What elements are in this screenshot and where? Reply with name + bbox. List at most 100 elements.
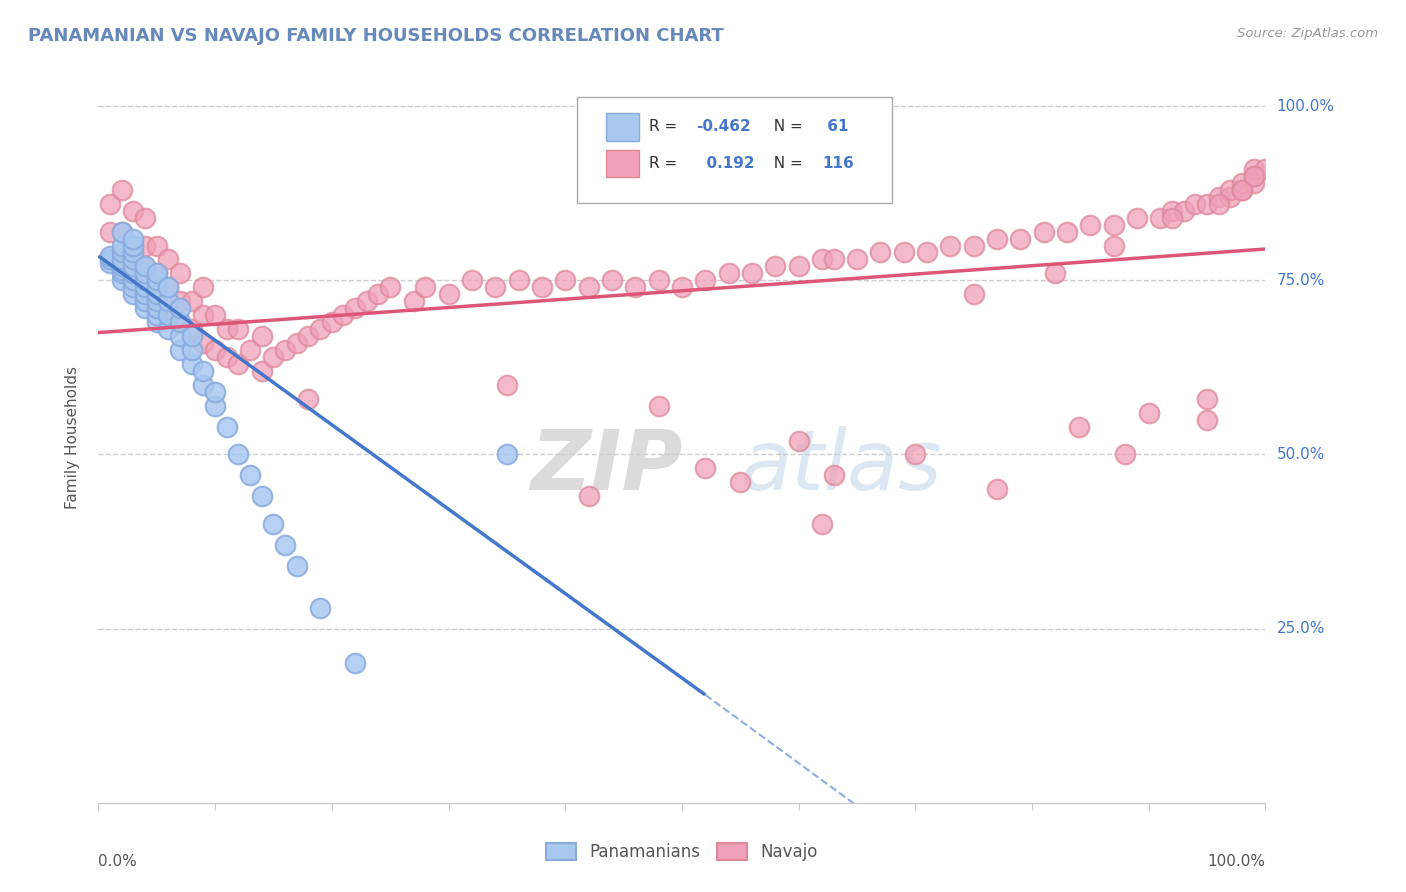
Point bbox=[134, 280, 156, 294]
Point bbox=[367, 287, 389, 301]
Point bbox=[98, 196, 121, 211]
Point bbox=[332, 308, 354, 322]
Point bbox=[846, 252, 869, 267]
Point bbox=[986, 483, 1008, 497]
Point bbox=[1230, 183, 1253, 197]
Text: 0.192: 0.192 bbox=[696, 156, 755, 171]
Point bbox=[939, 238, 962, 252]
Point bbox=[146, 266, 169, 280]
Point bbox=[578, 489, 600, 503]
Point bbox=[157, 294, 180, 309]
Point bbox=[193, 377, 215, 392]
Text: N =: N = bbox=[763, 156, 807, 171]
Point bbox=[717, 266, 740, 280]
Point bbox=[122, 273, 145, 287]
Point bbox=[146, 315, 169, 329]
Point bbox=[250, 364, 273, 378]
Point bbox=[402, 294, 425, 309]
Text: Source: ZipAtlas.com: Source: ZipAtlas.com bbox=[1237, 27, 1378, 40]
Text: 116: 116 bbox=[823, 156, 853, 171]
Point bbox=[111, 273, 134, 287]
Point bbox=[1161, 211, 1184, 225]
Point bbox=[111, 263, 134, 277]
FancyBboxPatch shape bbox=[576, 97, 891, 203]
Point bbox=[134, 260, 156, 274]
Point bbox=[146, 280, 169, 294]
Text: 61: 61 bbox=[823, 120, 848, 135]
Point bbox=[437, 287, 460, 301]
Point bbox=[215, 350, 238, 364]
Point bbox=[193, 336, 215, 351]
Point bbox=[169, 315, 191, 329]
Point bbox=[297, 329, 319, 343]
Point bbox=[180, 343, 202, 357]
Point bbox=[98, 252, 121, 267]
Point bbox=[169, 301, 191, 316]
Point bbox=[1102, 218, 1125, 232]
Point bbox=[134, 294, 156, 309]
Point bbox=[962, 287, 984, 301]
Legend: Panamanians, Navajo: Panamanians, Navajo bbox=[540, 836, 824, 868]
Point bbox=[98, 249, 121, 263]
Text: N =: N = bbox=[763, 120, 807, 135]
Point bbox=[647, 273, 669, 287]
Point bbox=[134, 273, 156, 287]
Point bbox=[578, 280, 600, 294]
Point bbox=[134, 238, 156, 252]
Point bbox=[228, 448, 250, 462]
Point bbox=[169, 343, 191, 357]
Point bbox=[98, 256, 121, 270]
Point bbox=[962, 238, 984, 252]
Point bbox=[134, 280, 156, 294]
Point bbox=[146, 308, 169, 322]
Point bbox=[122, 260, 145, 274]
Point bbox=[1032, 225, 1054, 239]
Point bbox=[285, 336, 308, 351]
Point bbox=[344, 301, 367, 316]
Point bbox=[146, 287, 169, 301]
Point bbox=[1243, 169, 1265, 183]
Point bbox=[180, 294, 202, 309]
Text: 0.0%: 0.0% bbox=[98, 854, 138, 869]
Point bbox=[1173, 203, 1195, 218]
Point bbox=[157, 308, 180, 322]
Point bbox=[111, 252, 134, 267]
Point bbox=[146, 294, 169, 309]
Point bbox=[530, 280, 553, 294]
Point bbox=[915, 245, 938, 260]
Point bbox=[193, 308, 215, 322]
Point bbox=[146, 294, 169, 309]
Point bbox=[647, 399, 669, 413]
Point bbox=[344, 657, 367, 671]
Point bbox=[157, 322, 180, 336]
Text: 50.0%: 50.0% bbox=[1277, 447, 1324, 462]
Point bbox=[169, 294, 191, 309]
Point bbox=[1161, 203, 1184, 218]
Point bbox=[122, 280, 145, 294]
Point bbox=[122, 252, 145, 267]
Point bbox=[111, 252, 134, 267]
Point bbox=[309, 600, 332, 615]
Point bbox=[239, 343, 262, 357]
Point bbox=[262, 350, 284, 364]
Point bbox=[157, 252, 180, 267]
Point bbox=[1230, 183, 1253, 197]
Point bbox=[169, 329, 191, 343]
Point bbox=[695, 273, 717, 287]
Point bbox=[823, 252, 845, 267]
Point bbox=[204, 343, 226, 357]
Y-axis label: Family Households: Family Households bbox=[65, 366, 80, 508]
Text: R =: R = bbox=[650, 156, 682, 171]
Point bbox=[122, 287, 145, 301]
Point bbox=[787, 260, 810, 274]
Point bbox=[193, 280, 215, 294]
Point bbox=[1056, 225, 1078, 239]
Point bbox=[111, 238, 134, 252]
Point bbox=[169, 266, 191, 280]
Point bbox=[111, 245, 134, 260]
Point bbox=[111, 225, 134, 239]
Point bbox=[1184, 196, 1206, 211]
Point bbox=[228, 357, 250, 371]
Point bbox=[134, 301, 156, 316]
Point bbox=[904, 448, 927, 462]
